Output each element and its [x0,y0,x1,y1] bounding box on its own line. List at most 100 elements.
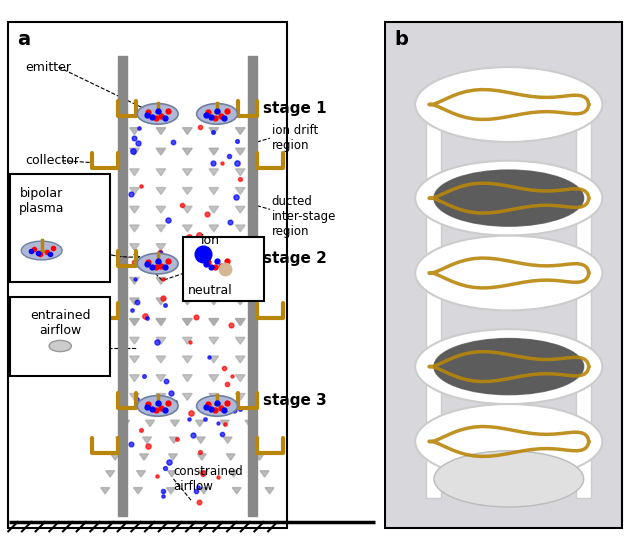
Polygon shape [209,188,219,194]
Polygon shape [100,488,109,494]
Polygon shape [236,188,245,194]
Polygon shape [236,298,245,305]
Polygon shape [236,128,245,134]
Polygon shape [198,471,207,477]
FancyBboxPatch shape [8,22,287,527]
Text: neutral: neutral [188,284,233,297]
Polygon shape [143,437,152,443]
Polygon shape [236,375,245,382]
Polygon shape [220,420,229,426]
Polygon shape [182,319,192,325]
Polygon shape [236,356,245,363]
Text: a: a [17,29,31,49]
Polygon shape [130,206,140,213]
Polygon shape [156,319,166,325]
Polygon shape [168,454,177,460]
Polygon shape [121,420,130,426]
Polygon shape [130,244,140,251]
Polygon shape [226,454,235,460]
Polygon shape [134,488,143,494]
Polygon shape [195,420,204,426]
Polygon shape [209,169,219,176]
Polygon shape [229,471,238,477]
Polygon shape [209,319,219,325]
Ellipse shape [415,67,602,142]
Polygon shape [182,149,192,155]
Text: b: b [394,29,408,49]
Polygon shape [156,225,166,232]
Polygon shape [182,356,192,363]
Ellipse shape [196,253,237,274]
FancyBboxPatch shape [183,238,264,301]
Polygon shape [130,128,140,134]
Polygon shape [156,375,166,382]
Ellipse shape [137,104,178,124]
Polygon shape [182,337,192,344]
Polygon shape [170,437,179,443]
Polygon shape [209,319,219,325]
Polygon shape [182,188,192,194]
Polygon shape [250,437,259,443]
Polygon shape [255,454,264,460]
Polygon shape [130,277,140,284]
Polygon shape [260,471,269,477]
Polygon shape [236,244,245,251]
Polygon shape [146,420,154,426]
Polygon shape [156,244,166,251]
Polygon shape [209,337,219,344]
Bar [118,56,127,517]
Polygon shape [265,488,274,494]
Polygon shape [236,337,245,344]
Polygon shape [209,298,219,305]
FancyBboxPatch shape [10,298,110,376]
Polygon shape [130,356,140,363]
Polygon shape [156,277,166,284]
Polygon shape [136,471,145,477]
Ellipse shape [196,396,237,416]
Polygon shape [182,277,192,284]
Ellipse shape [434,170,584,226]
Polygon shape [156,298,166,305]
Polygon shape [232,488,241,494]
Polygon shape [156,356,166,363]
Polygon shape [182,128,192,134]
Polygon shape [156,169,166,176]
Polygon shape [236,319,245,325]
Polygon shape [130,319,140,325]
Polygon shape [130,319,140,325]
Polygon shape [236,277,245,284]
Text: bipolar
plasma: bipolar plasma [19,187,65,215]
Polygon shape [196,437,205,443]
Bar [576,104,591,497]
Ellipse shape [137,396,178,416]
Text: collector: collector [25,154,79,167]
Polygon shape [130,149,140,155]
Polygon shape [182,394,192,400]
Text: stage 2: stage 2 [262,251,326,265]
Polygon shape [140,454,148,460]
Polygon shape [116,437,125,443]
Polygon shape [170,420,179,426]
Polygon shape [209,244,219,251]
Polygon shape [182,169,192,176]
Polygon shape [245,420,254,426]
Text: entrained
airflow: entrained airflow [30,308,90,336]
Ellipse shape [196,104,237,124]
Text: ducted
inter-stage
region: ducted inter-stage region [272,195,336,239]
Polygon shape [236,225,245,232]
Text: ion: ion [201,234,220,247]
Ellipse shape [434,451,584,507]
Ellipse shape [49,340,72,352]
Ellipse shape [415,161,602,235]
Polygon shape [223,437,232,443]
Polygon shape [182,225,192,232]
Polygon shape [236,149,245,155]
Polygon shape [209,375,219,382]
Polygon shape [209,149,219,155]
Polygon shape [156,337,166,344]
Polygon shape [182,244,192,251]
Polygon shape [182,375,192,382]
Text: ion drift
region: ion drift region [272,124,318,152]
Polygon shape [209,128,219,134]
Polygon shape [168,471,177,477]
